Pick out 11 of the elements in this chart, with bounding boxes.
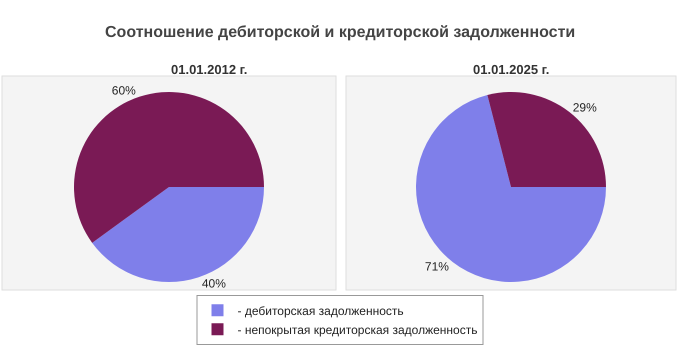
chart-subtitle: 01.01.2012 г. — [171, 62, 248, 77]
legend-label: - непокрытая кредиторская задолженность — [238, 322, 478, 337]
legend-label: - дебиторская задолженность — [238, 304, 404, 318]
data-label: 71% — [424, 259, 450, 274]
pie-slice — [416, 94, 606, 282]
chart-subtitle: 01.01.2025 г. — [473, 62, 550, 77]
data-label: 29% — [572, 100, 598, 115]
pie-slice — [487, 92, 606, 187]
data-label: 60% — [112, 83, 136, 98]
chart-title: Соотношение дебиторской и кредиторской задолженности — [105, 24, 576, 41]
data-label: 40% — [202, 276, 226, 291]
